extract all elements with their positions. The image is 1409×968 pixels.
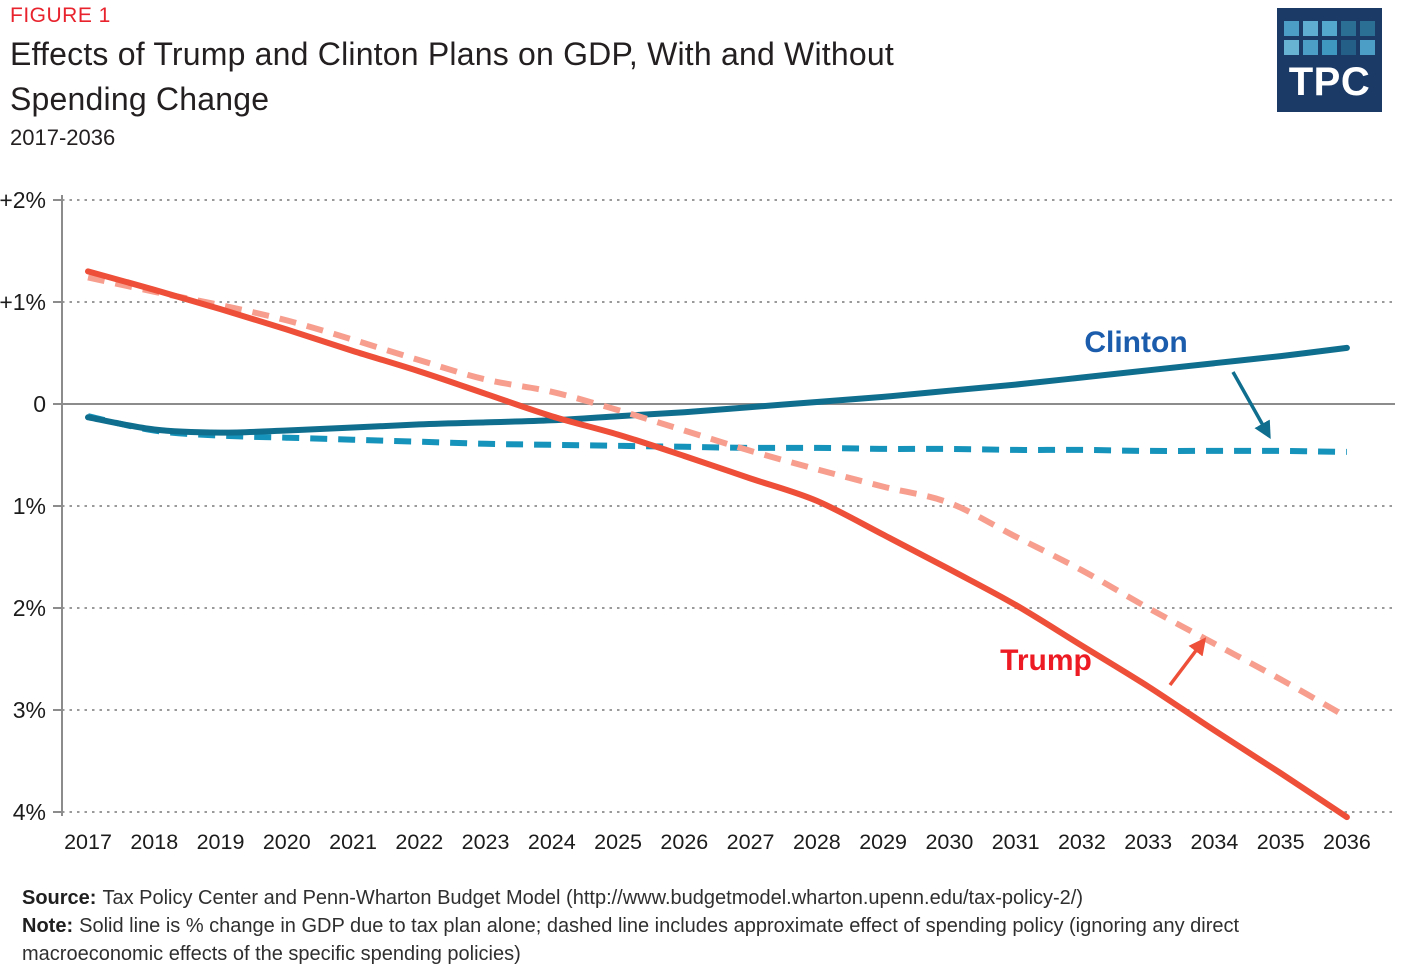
note-line: Note: Solid line is % change in GDP due t…: [22, 912, 1372, 968]
x-tick-label: 2026: [660, 830, 708, 854]
y-tick-label: 3%: [13, 697, 46, 723]
tpc-logo: TPC: [1277, 8, 1382, 112]
x-tick-label: 2028: [793, 830, 841, 854]
x-tick-label: 2031: [992, 830, 1040, 854]
series-line-trump_tax_only: [85, 268, 1350, 821]
page-title-line1: Effects of Trump and Clinton Plans on GD…: [10, 36, 894, 72]
x-tick-label: 2020: [263, 830, 311, 854]
tpc-logo-grid-cell: [1360, 40, 1375, 55]
page-title-line2: Spending Change: [10, 80, 270, 117]
x-tick-label: 2032: [1058, 830, 1106, 854]
y-tick-label: 4%: [13, 799, 46, 825]
source-text: Tax Policy Center and Penn-Wharton Budge…: [102, 887, 1084, 909]
annotation-arrow-trump: [1168, 637, 1207, 687]
annotation-arrow-clinton: [1231, 371, 1271, 440]
x-tick-label: 2027: [727, 830, 775, 854]
tpc-logo-grid: [1277, 8, 1382, 55]
x-tick-label: 2029: [859, 830, 907, 854]
figure-label: FIGURE 1: [10, 4, 111, 27]
y-tick-label: 1%: [13, 493, 46, 519]
series-line-trump_with_spending: [87, 274, 1349, 720]
source-line: Source: Tax Policy Center and Penn-Wharto…: [22, 884, 1372, 912]
y-tick-label: +2%: [0, 187, 46, 213]
x-tick-label: 2034: [1190, 830, 1238, 854]
y-tick-label: 2%: [13, 595, 46, 621]
tpc-logo-grid-cell: [1284, 40, 1299, 55]
y-tick-label: +1%: [0, 289, 46, 315]
x-tick-label: 2036: [1323, 830, 1371, 854]
x-tick-label: 2017: [64, 830, 112, 854]
note-text: Solid line is % change in GDP due to tax…: [22, 915, 1240, 965]
annotation-label-clinton: Clinton: [1084, 326, 1187, 359]
y-tick-label: 0: [33, 391, 46, 417]
tpc-logo-grid-cell: [1341, 40, 1356, 55]
x-tick-label: 2024: [528, 830, 576, 854]
tpc-logo-grid-cell: [1341, 21, 1356, 36]
tpc-logo-grid-cell: [1322, 21, 1337, 36]
series-line-clinton_tax_only: [85, 344, 1350, 436]
tpc-logo-grid-cell: [1303, 21, 1318, 36]
footer-notes: Source: Tax Policy Center and Penn-Wharto…: [22, 884, 1372, 968]
annotation-label-trump: Trump: [1000, 644, 1092, 677]
x-tick-label: 2035: [1257, 830, 1305, 854]
chart-header: FIGURE 1 Effects of Trump and Clinton Pl…: [10, 4, 894, 151]
tpc-logo-grid-cell: [1360, 21, 1375, 36]
series-line-clinton_with_spending: [87, 413, 1347, 455]
x-tick-label: 2021: [329, 830, 377, 854]
x-tick-label: 2018: [130, 830, 178, 854]
note-label: Note:: [22, 915, 74, 937]
x-tick-label: 2030: [925, 830, 973, 854]
x-tick-label: 2019: [197, 830, 245, 854]
x-tick-label: 2023: [462, 830, 510, 854]
tpc-logo-grid-cell: [1303, 40, 1318, 55]
source-label: Source:: [22, 887, 97, 909]
x-tick-label: 2022: [395, 830, 443, 854]
x-tick-label: 2033: [1124, 830, 1172, 854]
tpc-logo-text: TPC: [1288, 60, 1371, 104]
x-tick-label: 2025: [594, 830, 642, 854]
tpc-logo-grid-cell: [1284, 21, 1299, 36]
date-range-subtitle: 2017-2036: [10, 124, 116, 150]
tpc-logo-grid-cell: [1322, 40, 1337, 55]
